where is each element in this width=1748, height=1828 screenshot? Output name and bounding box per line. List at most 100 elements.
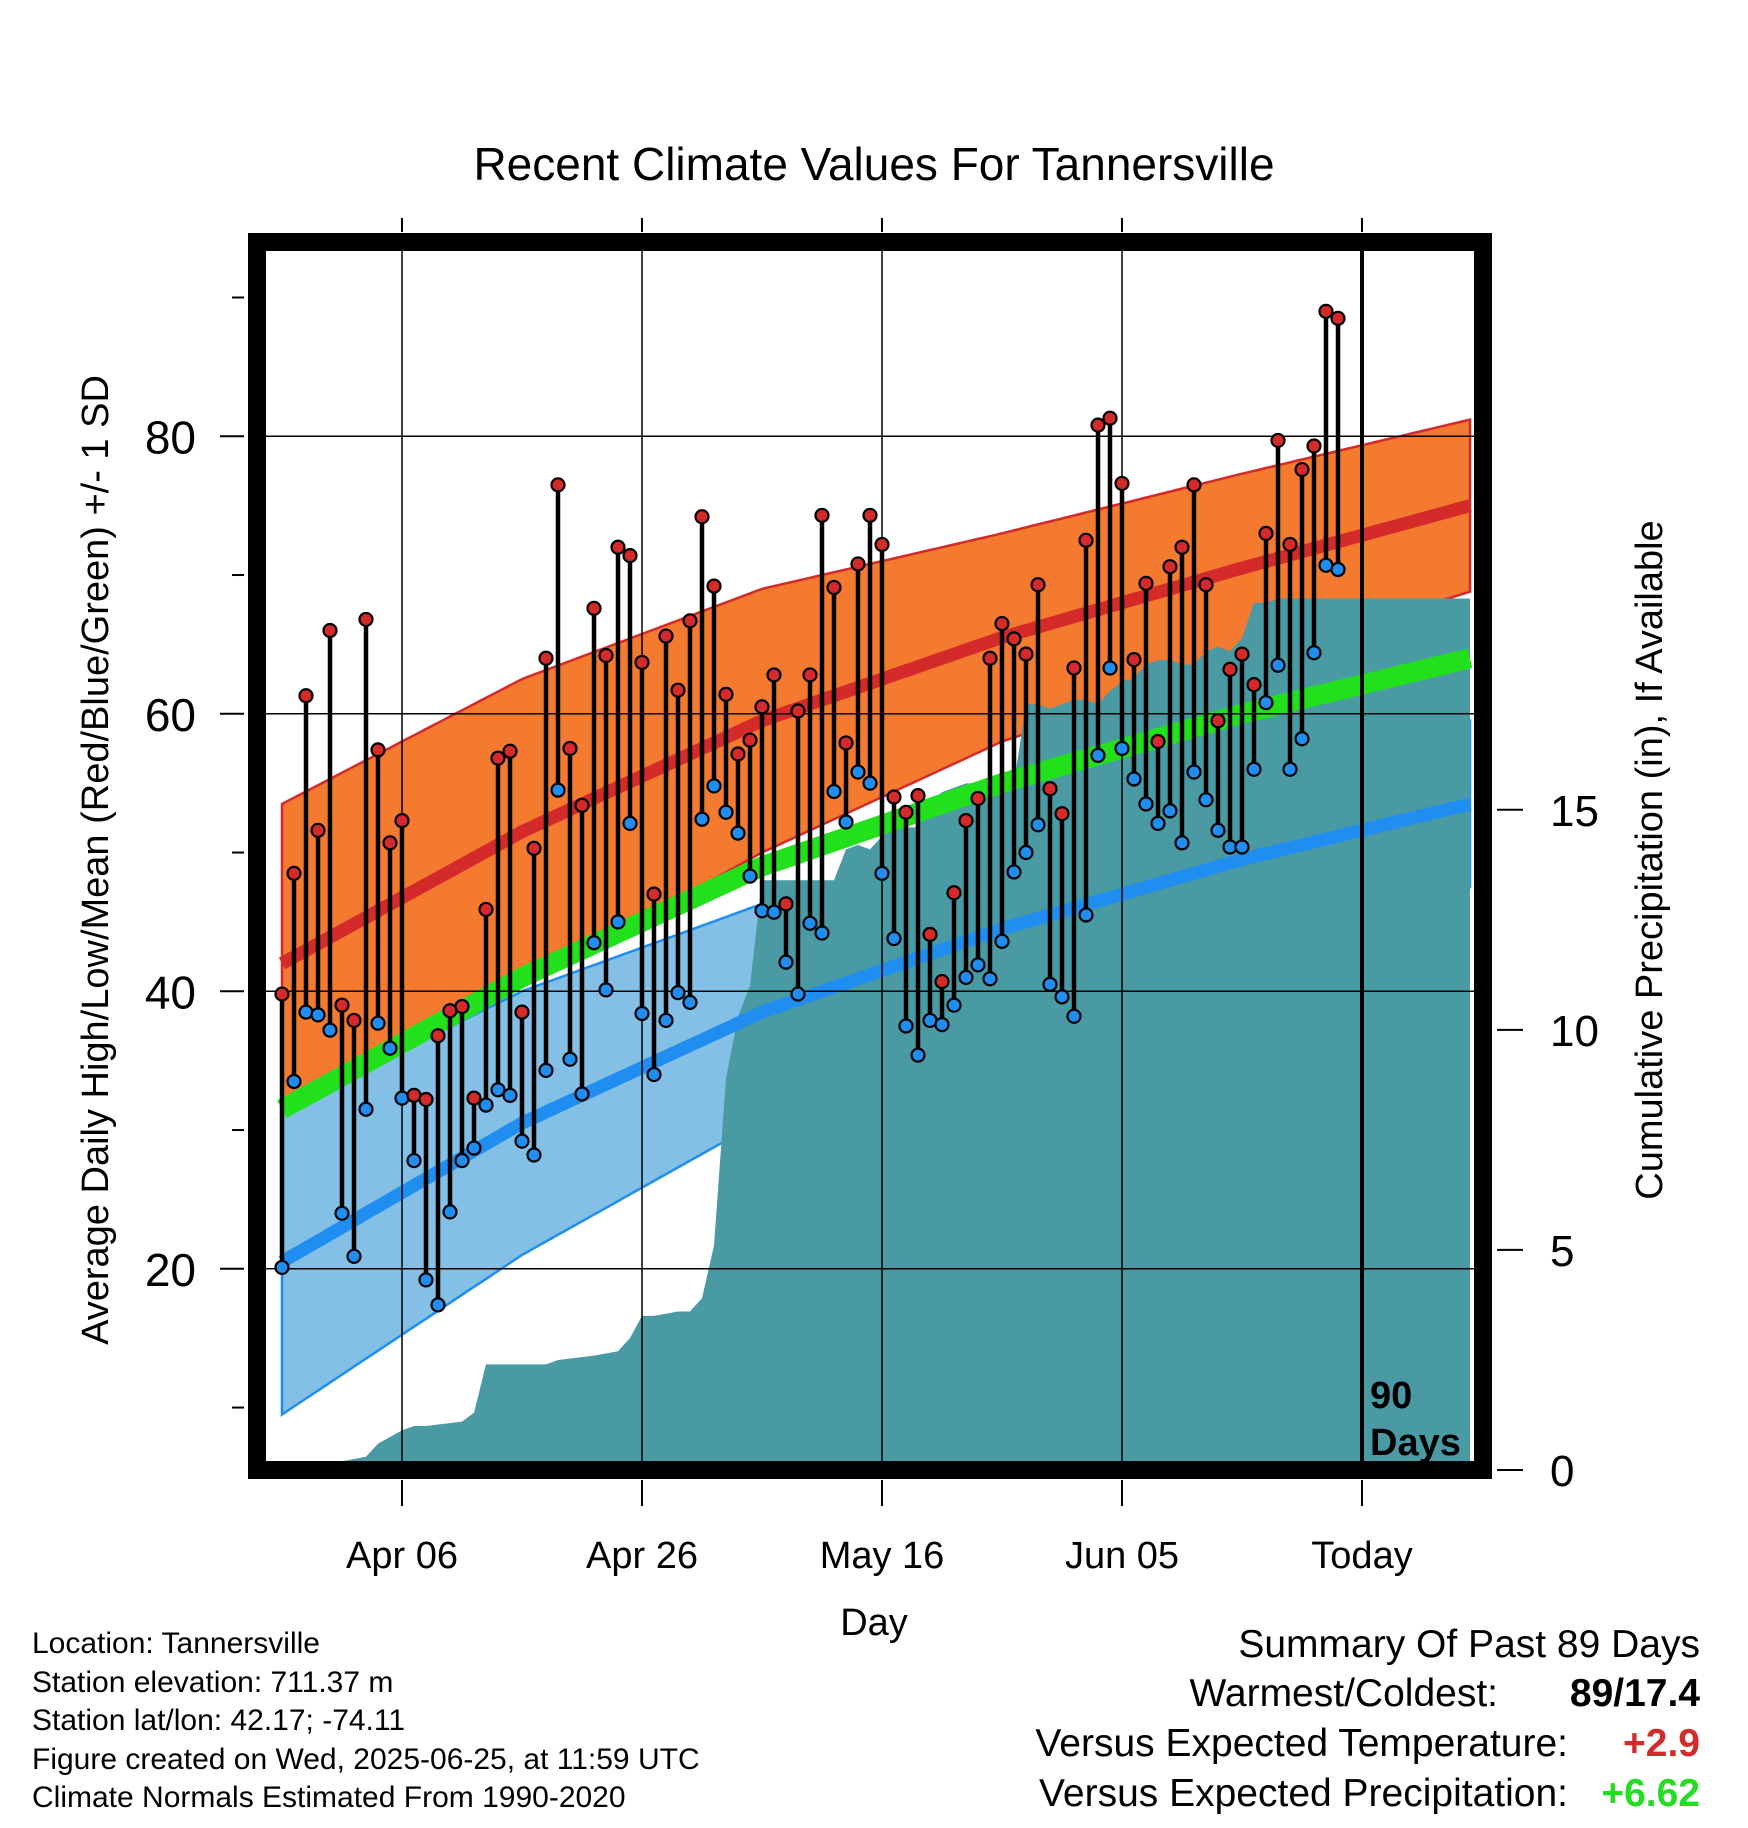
daily-low-point	[958, 969, 974, 986]
daily-high-point	[538, 650, 554, 666]
daily-low-point	[634, 1005, 650, 1022]
daily-low-point	[1042, 976, 1058, 992]
daily-low-point	[790, 986, 806, 1002]
daily-high-point	[670, 682, 686, 698]
daily-high-point	[622, 547, 638, 564]
daily-high-point	[1294, 461, 1310, 478]
daily-low-point	[622, 815, 638, 831]
daily-high-point	[1126, 652, 1142, 668]
daily-low-point	[970, 957, 986, 973]
x-tick-label: Jun 05	[1065, 1535, 1179, 1577]
daily-high-point	[454, 998, 470, 1015]
temp-anomaly-value: +2.9	[1623, 1722, 1700, 1765]
daily-high-point	[394, 813, 410, 829]
warmest-label: Warmest/Coldest:	[1189, 1672, 1498, 1715]
daily-high-point	[1030, 577, 1046, 593]
daily-high-point	[802, 667, 818, 683]
daily-low-point	[1066, 1008, 1082, 1024]
y2-tick-label: 15	[1550, 787, 1599, 836]
daily-low-point	[946, 997, 962, 1013]
daily-high-point	[1042, 781, 1058, 797]
daily-low-point	[466, 1140, 482, 1156]
temp-label: Versus Expected Temperature:	[1035, 1722, 1568, 1765]
daily-low-point	[910, 1047, 926, 1063]
daily-low-point	[586, 935, 602, 951]
daily-high-point	[1234, 646, 1250, 662]
daily-low-point	[406, 1152, 422, 1169]
daily-high-point	[382, 835, 398, 851]
daily-low-point	[394, 1090, 410, 1106]
daily-low-point	[454, 1152, 470, 1169]
daily-low-point	[334, 1205, 350, 1221]
daily-low-point	[1234, 839, 1250, 855]
y2-tick-label: 5	[1550, 1227, 1574, 1276]
daily-high-point	[754, 699, 770, 715]
daily-high-point	[934, 973, 950, 990]
daily-high-point	[1186, 477, 1202, 493]
today-marker-label: Days	[1370, 1422, 1461, 1464]
daily-high-point	[1246, 677, 1262, 693]
daily-high-point	[898, 804, 914, 820]
daily-high-point	[730, 746, 746, 762]
daily-low-point	[682, 994, 698, 1010]
daily-high-point	[646, 886, 662, 902]
daily-high-point	[790, 703, 806, 719]
daily-high-point	[682, 613, 698, 629]
daily-high-point	[1138, 575, 1154, 591]
daily-high-point	[1270, 432, 1286, 449]
daily-low-point	[802, 915, 818, 931]
daily-low-point	[1030, 817, 1046, 833]
daily-high-point	[562, 740, 578, 757]
daily-high-point	[1018, 646, 1034, 662]
daily-low-point	[658, 1012, 674, 1029]
chart-title: Recent Climate Values For Tannersville	[473, 138, 1274, 190]
daily-high-point	[478, 901, 494, 918]
daily-high-point	[1054, 806, 1070, 822]
daily-high-point	[706, 578, 722, 594]
daily-low-point	[358, 1101, 374, 1117]
daily-high-point	[766, 667, 782, 683]
daily-high-point	[286, 865, 302, 881]
daily-low-point	[562, 1051, 578, 1067]
daily-high-point	[274, 986, 290, 1002]
today-marker-label: 90	[1370, 1375, 1412, 1417]
daily-high-point	[886, 789, 902, 805]
daily-high-point	[514, 1004, 530, 1020]
daily-high-point	[1090, 417, 1106, 433]
daily-low-point	[298, 1004, 314, 1020]
daily-low-point	[886, 930, 902, 947]
daily-low-point	[1282, 761, 1298, 777]
daily-low-point	[1294, 731, 1310, 747]
x-tick-label: Apr 26	[586, 1535, 698, 1577]
daily-high-point	[334, 997, 350, 1013]
daily-high-point	[946, 885, 962, 901]
daily-low-point	[1138, 796, 1154, 812]
daily-high-point	[862, 507, 878, 523]
x-axis-label: Day	[840, 1602, 908, 1644]
daily-low-point	[646, 1066, 662, 1083]
daily-high-point	[418, 1091, 434, 1108]
daily-high-point	[874, 536, 890, 553]
y-tick-label: 40	[145, 966, 196, 1018]
daily-low-point	[1162, 803, 1178, 819]
daily-high-point	[1258, 525, 1274, 541]
high-normal-line	[278, 499, 1472, 970]
daily-high-point	[370, 742, 386, 758]
y2-axis-label: Cumulative Precipitation (in), If Availa…	[1629, 520, 1671, 1199]
daily-low-point	[1150, 815, 1166, 831]
daily-low-point	[346, 1248, 362, 1264]
daily-high-point	[322, 622, 338, 639]
x-tick-label: Apr 06	[346, 1535, 458, 1577]
daily-high-point	[994, 615, 1010, 632]
daily-low-point	[1246, 761, 1262, 777]
daily-high-point	[826, 579, 842, 596]
daily-low-point	[838, 814, 854, 830]
daily-low-point	[982, 971, 998, 987]
daily-high-point	[1222, 661, 1238, 677]
plot-inner	[257, 242, 1483, 1470]
daily-low-point	[1270, 657, 1286, 673]
daily-low-point	[490, 1082, 506, 1098]
daily-high-point	[574, 797, 590, 813]
daily-high-point	[982, 650, 998, 666]
y2-tick-label: 0	[1550, 1447, 1574, 1496]
